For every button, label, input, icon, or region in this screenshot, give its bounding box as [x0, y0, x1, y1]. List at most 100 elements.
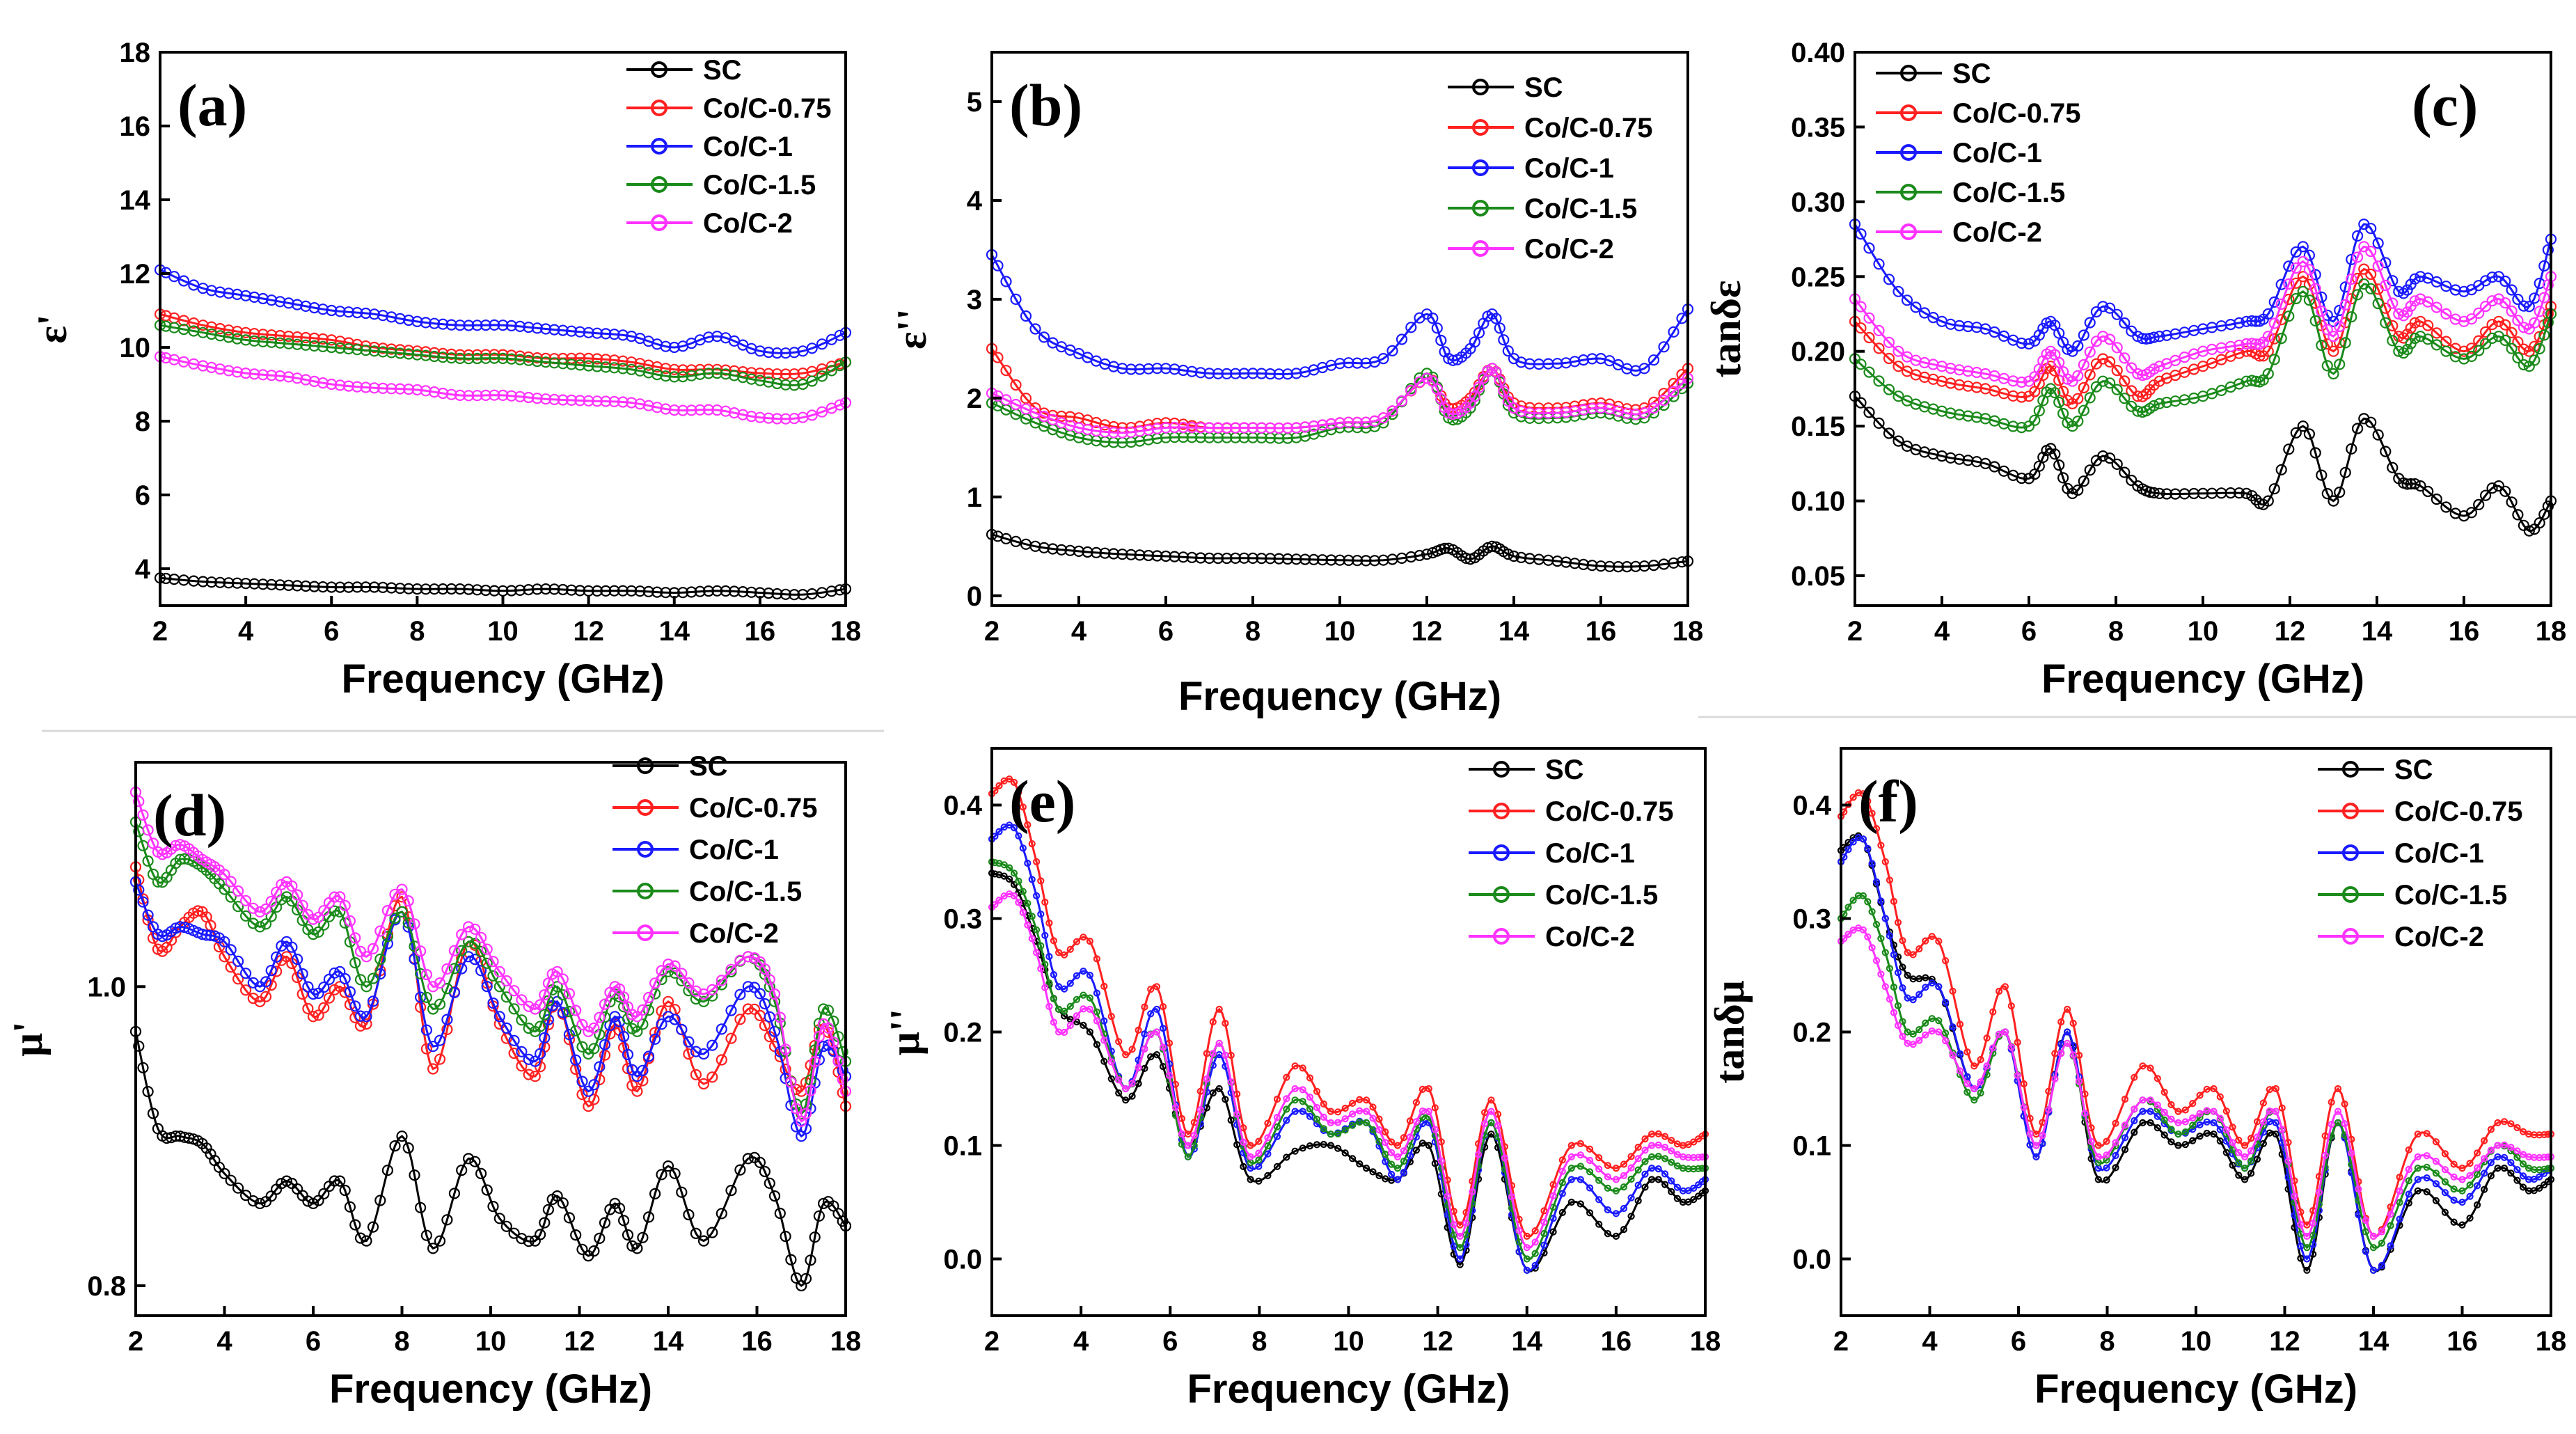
- data-point: [2334, 1108, 2342, 1115]
- data-point: [642, 1050, 655, 1062]
- x-tick-label: 4: [1934, 616, 1950, 647]
- data-point: [225, 1174, 237, 1186]
- data-point: [683, 1208, 695, 1221]
- data-point: [588, 1079, 600, 1091]
- data-point: [297, 988, 308, 1000]
- data-point: [1356, 1096, 1364, 1103]
- x-tick-label: 10: [1333, 1326, 1364, 1357]
- data-point: [1641, 1158, 1649, 1165]
- data-point: [1290, 368, 1302, 379]
- data-point: [516, 1060, 528, 1072]
- data-point: [1508, 1193, 1516, 1201]
- data-point: [1586, 1209, 1594, 1217]
- data-point: [283, 579, 294, 592]
- data-point: [2272, 1108, 2279, 1115]
- legend-item: Co/C-2: [1448, 234, 1614, 265]
- data-point: [493, 1213, 505, 1224]
- data-point: [1549, 1228, 1557, 1236]
- data-point: [500, 1220, 512, 1232]
- data-point: [481, 1184, 493, 1196]
- data-point: [637, 1064, 649, 1076]
- data-point: [1881, 983, 1889, 991]
- data-point: [2441, 1178, 2449, 1185]
- data-point: [1868, 908, 1876, 915]
- data-point: [832, 1055, 844, 1067]
- data-point: [2053, 327, 2065, 339]
- data-point: [402, 895, 414, 907]
- panel-label: (b): [1009, 72, 1082, 139]
- data-point: [2275, 333, 2287, 345]
- data-point: [2112, 1119, 2119, 1127]
- data-point: [231, 333, 243, 345]
- data-point: [734, 1164, 746, 1176]
- data-point: [462, 1153, 475, 1165]
- data-point: [745, 410, 757, 423]
- legend-swatch-marker: [2342, 844, 2359, 861]
- data-point: [1005, 875, 1013, 883]
- data-point: [2290, 277, 2302, 289]
- data-point: [660, 363, 672, 375]
- data-point: [1586, 353, 1598, 365]
- data-point: [2518, 300, 2529, 312]
- data-point: [649, 977, 661, 989]
- data-point: [205, 285, 217, 297]
- data-point: [2334, 320, 2346, 333]
- x-tick-label: 18: [830, 1326, 862, 1357]
- data-point: [1290, 422, 1302, 434]
- data-point: [1273, 368, 1285, 380]
- data-point: [1873, 342, 1885, 354]
- data-point: [1899, 963, 1906, 971]
- data-point: [1612, 1176, 1620, 1183]
- data-point: [1299, 421, 1311, 433]
- data-point: [500, 1022, 512, 1034]
- data-point: [2423, 1174, 2431, 1182]
- data-point: [2278, 1126, 2286, 1133]
- data-point: [759, 963, 771, 975]
- data-point: [2513, 1176, 2521, 1184]
- data-point: [1382, 1150, 1389, 1158]
- data-point: [1264, 553, 1277, 565]
- data-point: [2365, 223, 2377, 235]
- data-point: [600, 585, 612, 597]
- data-point: [360, 345, 372, 356]
- data-point: [427, 1041, 439, 1053]
- data-point: [788, 368, 800, 380]
- data-point: [1469, 1188, 1476, 1196]
- data-point: [631, 1085, 643, 1097]
- data-point: [2084, 369, 2096, 381]
- data-point: [1425, 1108, 1432, 1115]
- data-point: [2069, 1051, 2077, 1059]
- data-point: [2139, 1119, 2147, 1127]
- data-point: [2189, 1137, 2197, 1144]
- data-point: [2481, 1169, 2488, 1177]
- data-point: [342, 581, 354, 593]
- data-point: [514, 391, 526, 402]
- data-point: [2253, 1133, 2261, 1141]
- data-point: [2405, 1177, 2412, 1185]
- legend-swatch-marker: [1493, 928, 1510, 945]
- x-tick-label: 18: [2536, 616, 2567, 647]
- data-point: [2387, 297, 2399, 309]
- data-point: [1945, 318, 1957, 330]
- data-point: [437, 583, 449, 595]
- data-point: [805, 1254, 816, 1266]
- data-point: [1375, 1126, 1383, 1134]
- data-point: [694, 585, 706, 597]
- data-point: [2148, 487, 2160, 499]
- data-point: [583, 1101, 594, 1112]
- data-point: [1673, 1195, 1681, 1202]
- data-point: [800, 1273, 812, 1284]
- data-point: [697, 1235, 710, 1247]
- panel-label: (f): [1858, 768, 1918, 835]
- data-point: [2064, 1039, 2071, 1047]
- data-point: [2189, 1099, 2197, 1108]
- data-point: [420, 991, 433, 1003]
- data-point: [1334, 417, 1346, 429]
- y-axis-label: ε'': [889, 308, 935, 349]
- data-point: [402, 348, 415, 360]
- data-point: [1212, 368, 1224, 379]
- data-point: [1159, 1025, 1167, 1032]
- data-point: [676, 1186, 688, 1198]
- data-point: [2268, 483, 2280, 495]
- data-point: [1462, 1231, 1470, 1238]
